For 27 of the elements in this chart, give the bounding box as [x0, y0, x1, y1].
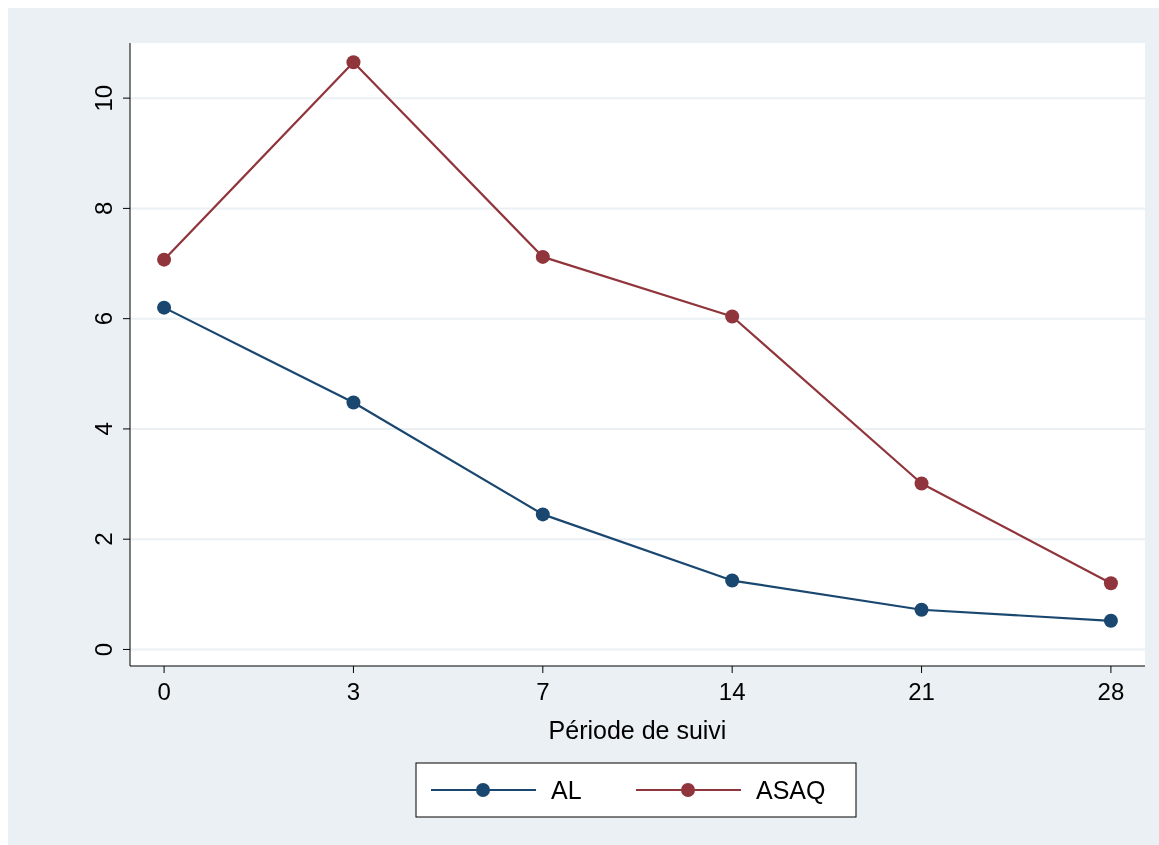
point — [535, 249, 550, 264]
x-tick-label: 21 — [908, 678, 935, 705]
y-tick-label: 6 — [90, 311, 117, 326]
y-tick-label: 8 — [90, 201, 117, 216]
x-axis-title: Période de suivi — [548, 716, 727, 744]
y-tick-label: 2 — [90, 532, 117, 546]
point — [725, 573, 740, 588]
x-tick-label: 7 — [536, 678, 550, 705]
y-tick-label: 10 — [90, 84, 117, 112]
x-tick-label: 14 — [718, 678, 746, 705]
x-tick-label: 28 — [1097, 678, 1125, 705]
legend-label: ASAQ — [756, 776, 826, 804]
point — [346, 55, 361, 70]
legend-label: AL — [551, 776, 582, 804]
point — [535, 507, 550, 522]
point — [157, 300, 172, 315]
point — [346, 395, 361, 410]
point — [725, 309, 740, 324]
point — [1103, 576, 1118, 591]
point — [157, 252, 172, 267]
x-tick-label: 3 — [346, 678, 361, 705]
point — [914, 602, 929, 617]
y-tick-label: 0 — [90, 642, 117, 657]
point — [914, 476, 929, 491]
point — [1103, 613, 1118, 628]
x-tick-label: 0 — [157, 678, 171, 705]
y-tick-label: 4 — [90, 422, 117, 436]
